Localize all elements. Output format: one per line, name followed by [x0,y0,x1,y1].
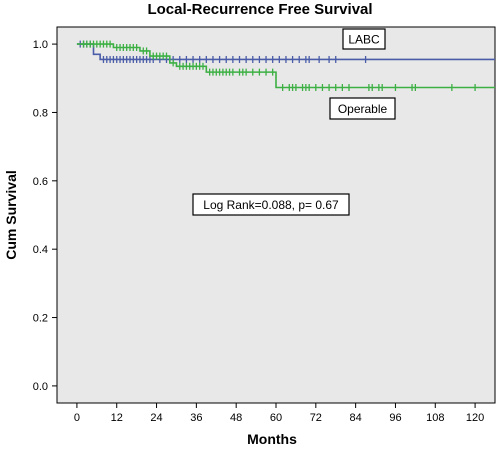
x-tick-label: 96 [389,412,401,424]
axis-ticks: 0 12 24 36 48 60 72 84 96 108 120 0.0 0.2 0.4 0.6 0.8 1.… [33,39,485,424]
x-tick-label: 120 [466,412,484,424]
y-tick-label: 1.0 [33,39,48,51]
y-tick-label: 0.6 [33,176,48,188]
x-tick-label: 48 [230,412,242,424]
y-tick-label: 0.2 [33,313,48,325]
y-tick-label: 0.0 [33,381,48,393]
annotation-logrank-box: Log Rank=0.088, p= 0.67 [192,193,350,216]
chart-title: Local-Recurrence Free Survival [147,1,372,18]
annotation-operable: Operable [338,102,388,116]
annotation-labc: LABC [348,33,380,47]
x-tick-label: 72 [310,412,322,424]
series-operable [76,40,495,92]
y-tick-label: 0.8 [33,107,48,119]
y-tick-label: 0.4 [33,244,48,256]
x-tick-label: 60 [270,412,282,424]
x-tick-label: 0 [74,412,80,424]
series-layer [76,40,495,92]
x-tick-label: 84 [350,412,362,424]
x-tick-label: 36 [190,412,202,424]
annotation-logrank: Log Rank=0.088, p= 0.67 [203,198,339,212]
annotation-labc-box: LABC [342,28,386,50]
x-tick-label: 108 [426,412,444,424]
y-axis-label: Cum Survival [3,170,19,259]
x-tick-label: 12 [111,412,123,424]
x-axis-label: Months [247,431,297,447]
x-tick-label: 24 [150,412,162,424]
annotation-operable-box: Operable [329,97,396,120]
